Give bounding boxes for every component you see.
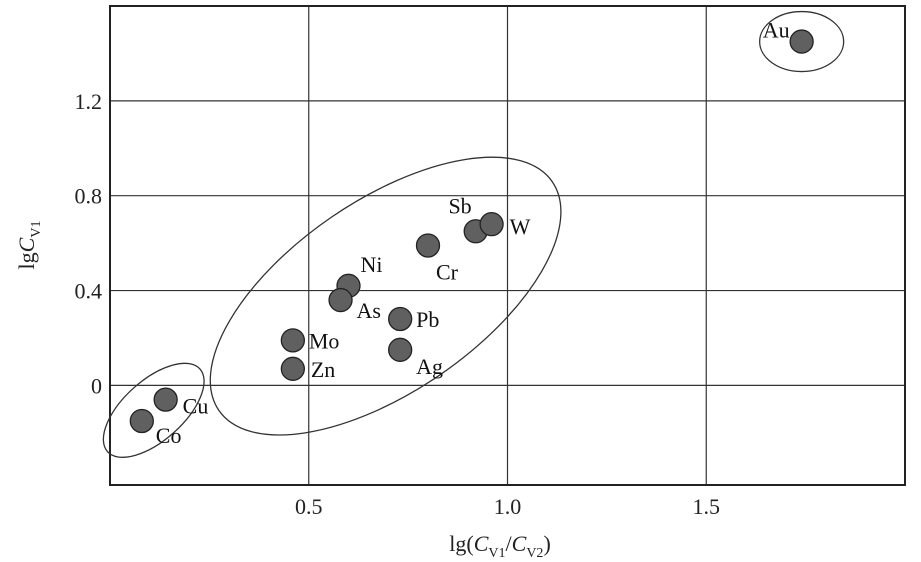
y-tick-label: 0.8 — [75, 184, 103, 209]
point-label: Cu — [183, 394, 209, 419]
point-label: Co — [156, 423, 182, 448]
x-tick-label: 1.5 — [693, 494, 721, 519]
data-point — [280, 328, 306, 353]
cluster-ellipse — [102, 362, 205, 458]
point-label: W — [510, 214, 531, 239]
point-label: Pb — [416, 307, 439, 332]
tick-labels: 0.5 1.0 1.5 0 0.4 0.8 1.2 — [75, 89, 721, 519]
data-point — [280, 356, 306, 381]
plot-frame — [109, 5, 906, 486]
cluster-ellipse — [209, 156, 562, 436]
data-point — [129, 408, 154, 434]
cluster-ellipses — [102, 10, 845, 458]
point-label: As — [357, 298, 381, 323]
point-label: Ni — [361, 252, 383, 277]
y-tick-label: 0.4 — [75, 279, 103, 304]
data-point — [415, 233, 441, 258]
data-point — [479, 212, 504, 237]
x-tick-label: 1.0 — [494, 494, 522, 519]
point-label: Au — [763, 18, 790, 43]
y-axis-label: lgCV1 — [14, 221, 44, 270]
point-label: Cr — [436, 260, 459, 285]
point-label: Mo — [309, 328, 340, 353]
x-axis-label: lg(CV1/CV2) — [449, 531, 551, 561]
y-tick-label: 0 — [91, 373, 102, 398]
point-label: Sb — [448, 193, 471, 218]
data-point — [153, 387, 178, 412]
point-label: Ag — [416, 354, 443, 379]
cluster-ellipse — [759, 10, 845, 73]
grid-lines — [110, 6, 905, 485]
data-point — [789, 29, 814, 54]
data-point — [388, 337, 413, 362]
data-point — [388, 306, 413, 332]
x-tick-label: 0.5 — [295, 494, 323, 519]
data-point — [328, 287, 353, 313]
point-label: Zn — [311, 357, 335, 382]
y-tick-label: 1.2 — [75, 89, 103, 114]
